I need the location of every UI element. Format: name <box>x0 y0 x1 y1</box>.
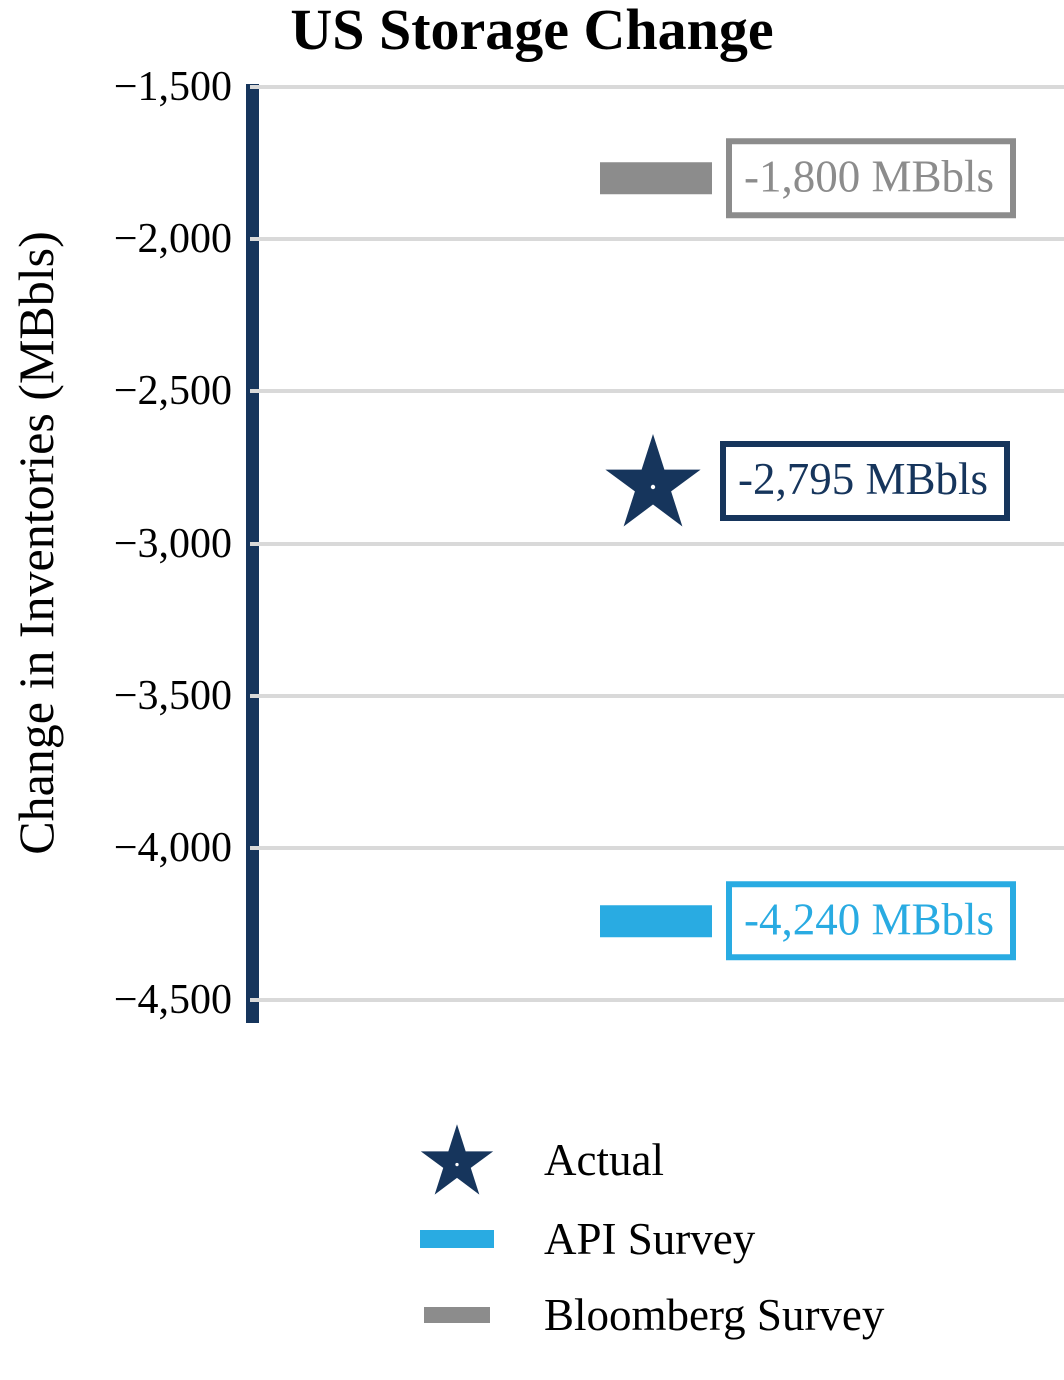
chart-title: US Storage Change <box>290 0 774 62</box>
y-tick-label: −2,500 <box>113 368 232 415</box>
marker-api-survey: -4,240 MBbls <box>600 881 1017 961</box>
marker-bloomberg-survey: -1,800 MBbls <box>600 138 1017 219</box>
plot-area: -1,800 MBbls -2,795 MBbls -4,240 MBbls <box>250 85 1064 1002</box>
y-tick-label: −4,500 <box>113 977 232 1023</box>
star-icon <box>605 434 701 527</box>
legend-row-api-survey: API Survey <box>412 1204 884 1274</box>
api-bar-marker <box>600 904 712 937</box>
gridline <box>250 845 1064 850</box>
legend-api-bar-icon <box>420 1230 494 1248</box>
legend-label-actual: Actual <box>544 1135 664 1185</box>
gridline <box>250 85 1064 89</box>
y-axis-ticks: −1,500 −2,000 −2,500 −3,000 −3,500 −4,000 −4,5… <box>0 64 238 1023</box>
legend-bloomberg-bar-icon <box>424 1307 490 1323</box>
gridline <box>250 693 1064 698</box>
legend-row-actual: Actual <box>412 1122 884 1198</box>
y-tick-label: −1,500 <box>113 64 232 110</box>
marker-actual: -2,795 MBbls <box>600 431 1011 531</box>
y-axis-spine <box>246 84 259 1023</box>
legend-star-icon <box>420 1124 494 1195</box>
legend: Actual API Survey Bloomberg Survey <box>412 1122 884 1356</box>
legend-label-api-survey: API Survey <box>544 1214 756 1264</box>
gridline <box>250 998 1064 1002</box>
api-value-label: -4,240 MBbls <box>726 881 1017 961</box>
legend-row-bloomberg-survey: Bloomberg Survey <box>412 1280 884 1350</box>
gridline <box>250 237 1064 242</box>
y-tick-label: −2,000 <box>113 216 232 263</box>
y-tick-label: −4,000 <box>113 824 232 871</box>
bloomberg-value-label: -1,800 MBbls <box>726 138 1017 219</box>
actual-value-label: -2,795 MBbls <box>720 441 1011 521</box>
bloomberg-bar-marker <box>600 162 712 195</box>
y-tick-label: −3,500 <box>113 672 232 719</box>
legend-label-bloomberg-survey: Bloomberg Survey <box>544 1290 885 1340</box>
y-tick-label: −3,000 <box>113 520 232 567</box>
gridline <box>250 541 1064 546</box>
gridline <box>250 389 1064 394</box>
